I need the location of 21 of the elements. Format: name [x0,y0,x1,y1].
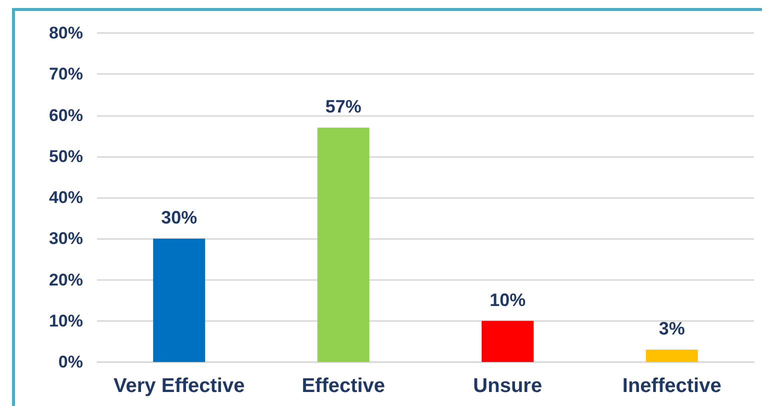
y-tick-label: 70% [48,64,83,84]
x-tick-label: Effective [302,375,386,397]
bar [153,238,206,362]
y-tick-label: 40% [48,188,83,207]
bar [317,128,370,362]
y-tick-label: 0% [58,352,83,372]
y-tick-label: 60% [48,106,83,125]
y-tick-label: 30% [48,229,83,248]
x-tick-label: Unsure [473,375,542,397]
y-tick-label: 80% [48,24,83,42]
bar [646,350,698,362]
data-label: 10% [490,290,526,310]
data-label: 3% [658,318,685,339]
y-tick-label: 10% [48,311,83,330]
x-tick-label: Ineffective [622,375,722,397]
bar [482,320,534,362]
data-label: 30% [161,208,198,228]
y-tick-label: 20% [48,270,83,290]
y-tick-label: 50% [48,146,83,166]
x-tick-label: Very Effective [114,375,245,397]
data-label: 57% [325,96,362,117]
